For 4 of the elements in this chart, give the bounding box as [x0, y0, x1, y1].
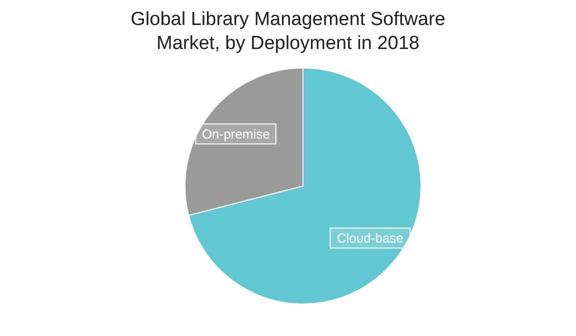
slice-label: Cloud-base: [336, 230, 404, 246]
pie-slice: [188, 68, 422, 304]
chart-title: Global Library Management Software Market, by Deployment in 2018: [130, 8, 446, 56]
slice-label: On-premise: [202, 126, 270, 142]
